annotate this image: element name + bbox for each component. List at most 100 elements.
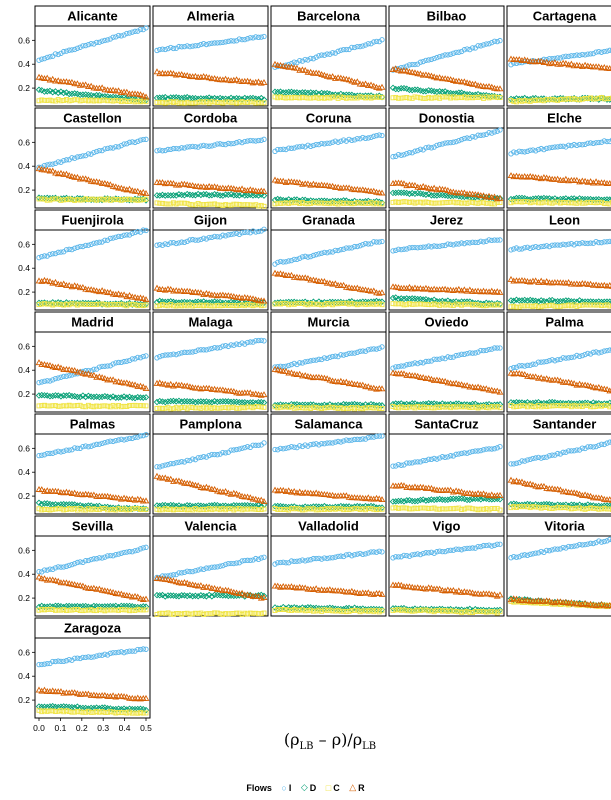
- point-i: [66, 47, 72, 53]
- point-i: [601, 138, 607, 144]
- point-r: [203, 289, 210, 296]
- point-c: [327, 95, 333, 101]
- point-d: [406, 190, 413, 198]
- panel-santacruz: SantaCruz: [388, 413, 505, 515]
- point-c: [168, 301, 174, 307]
- point-c: [250, 303, 256, 309]
- point-c: [121, 196, 127, 202]
- point-c: [516, 199, 522, 205]
- point-c: [343, 95, 349, 101]
- point-i: [121, 232, 127, 238]
- point-r: [537, 57, 545, 64]
- point-c: [36, 98, 42, 104]
- point-c: [464, 200, 470, 206]
- point-c: [209, 99, 215, 105]
- point-c: [47, 197, 53, 203]
- strip-label: Santander: [533, 417, 597, 432]
- point-i: [124, 141, 130, 147]
- point-c: [456, 94, 462, 100]
- point-i: [305, 57, 311, 63]
- point-i: [379, 37, 385, 43]
- series-r: [35, 165, 150, 197]
- point-i: [168, 44, 174, 51]
- point-c: [492, 201, 497, 207]
- point-d: [68, 90, 76, 98]
- point-c: [330, 94, 336, 100]
- series-c: [154, 301, 267, 309]
- point-c: [61, 197, 67, 203]
- point-d: [181, 94, 188, 101]
- point-i: [195, 42, 201, 49]
- point-i: [318, 52, 325, 58]
- strip-label: Oviedo: [424, 315, 468, 330]
- point-r: [378, 83, 386, 90]
- point-d: [167, 94, 174, 101]
- point-d: [208, 95, 216, 102]
- point-c: [85, 301, 91, 307]
- point-i: [401, 64, 407, 70]
- point-c: [198, 202, 204, 208]
- point-c: [522, 199, 528, 205]
- point-i: [195, 237, 201, 243]
- point-i: [96, 239, 103, 245]
- point-r: [491, 193, 498, 200]
- point-i: [327, 140, 333, 146]
- point-r: [98, 287, 106, 294]
- point-i: [176, 43, 182, 50]
- point-r: [554, 175, 562, 182]
- point-i: [450, 50, 457, 56]
- point-r: [68, 78, 76, 85]
- point-i: [121, 32, 127, 38]
- point-i: [494, 38, 500, 45]
- point-c: [214, 302, 220, 308]
- point-d: [282, 89, 290, 96]
- series-i: [154, 226, 267, 248]
- point-i: [253, 34, 259, 40]
- point-d: [334, 197, 342, 205]
- point-r: [315, 69, 323, 76]
- point-c: [426, 200, 432, 206]
- point-c: [88, 196, 94, 202]
- point-i: [52, 51, 59, 57]
- point-r: [82, 175, 90, 182]
- point-c: [544, 97, 550, 102]
- point-c: [66, 196, 72, 202]
- point-c: [374, 200, 379, 206]
- point-d: [181, 192, 188, 199]
- point-r: [507, 172, 515, 179]
- point-i: [390, 154, 396, 160]
- point-c: [50, 302, 56, 308]
- point-c: [80, 98, 86, 103]
- point-i: [522, 149, 528, 155]
- point-c: [209, 201, 215, 207]
- point-d: [98, 93, 106, 100]
- point-i: [66, 246, 72, 252]
- point-c: [247, 99, 253, 105]
- point-i: [310, 142, 317, 149]
- point-c: [415, 94, 421, 100]
- strip-label: Pamplona: [179, 417, 242, 432]
- y-tick-label: 0.6: [18, 341, 30, 351]
- point-i: [242, 229, 248, 235]
- point-c: [310, 200, 316, 206]
- point-i: [143, 227, 149, 234]
- point-r: [54, 77, 62, 84]
- point-d: [469, 91, 476, 99]
- point-i: [247, 35, 253, 41]
- point-d: [543, 195, 550, 202]
- point-i: [582, 141, 588, 148]
- point-i: [239, 230, 245, 236]
- point-c: [546, 200, 552, 206]
- point-i: [88, 241, 94, 248]
- point-d: [238, 96, 246, 103]
- point-c: [409, 95, 415, 101]
- point-c: [187, 201, 193, 207]
- point-i: [225, 140, 231, 147]
- point-r: [35, 165, 43, 172]
- point-i: [181, 43, 188, 50]
- point-d: [76, 91, 84, 99]
- point-c: [113, 97, 119, 103]
- point-c: [549, 200, 555, 206]
- point-d: [458, 193, 465, 201]
